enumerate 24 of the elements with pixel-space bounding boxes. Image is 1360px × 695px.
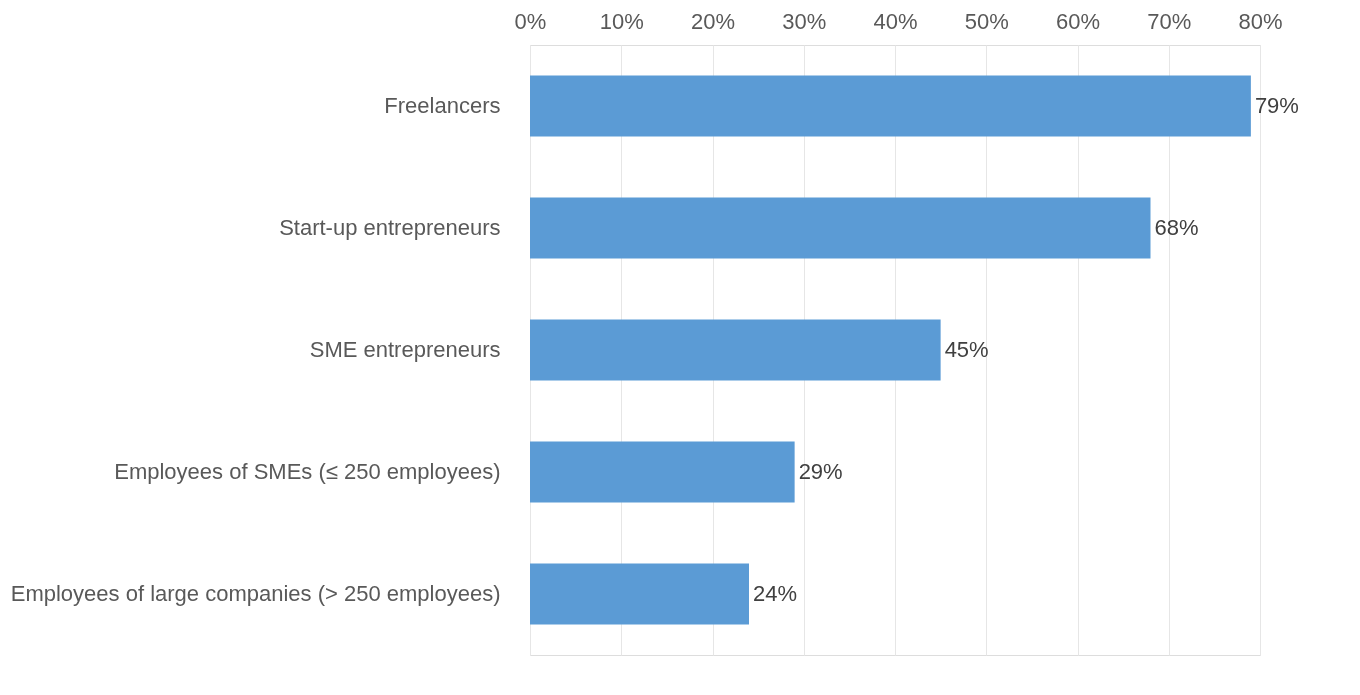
x-tick-label: 70% xyxy=(1147,8,1192,34)
data-label: 29% xyxy=(798,459,843,484)
x-tick-label: 60% xyxy=(1055,8,1101,34)
y-tick-label: SME entrepreneurs xyxy=(309,337,501,362)
x-tick-label: 50% xyxy=(964,8,1009,34)
bar xyxy=(530,75,1251,137)
y-tick-label: Employees of SMEs (≤ 250 employees) xyxy=(114,459,501,484)
data-label: 45% xyxy=(944,337,989,362)
y-tick-label: Start-up entrepreneurs xyxy=(279,215,501,240)
x-tick-label: 0% xyxy=(514,8,547,34)
x-tick-label: 20% xyxy=(690,8,736,34)
y-tick-label: Freelancers xyxy=(384,93,501,118)
y-tick-label: Employees of large companies (> 250 employees) xyxy=(10,581,501,606)
bar xyxy=(530,441,795,503)
x-tick-label: 40% xyxy=(873,8,918,34)
x-tick-label: 10% xyxy=(599,8,644,34)
x-tick-label: 30% xyxy=(782,8,827,34)
data-label: 24% xyxy=(753,581,798,606)
bar xyxy=(530,319,941,381)
bar xyxy=(530,197,1151,259)
bar xyxy=(530,563,749,625)
x-tick-label: 80% xyxy=(1238,8,1283,34)
data-label: 79% xyxy=(1254,93,1299,118)
data-label: 68% xyxy=(1154,215,1199,240)
